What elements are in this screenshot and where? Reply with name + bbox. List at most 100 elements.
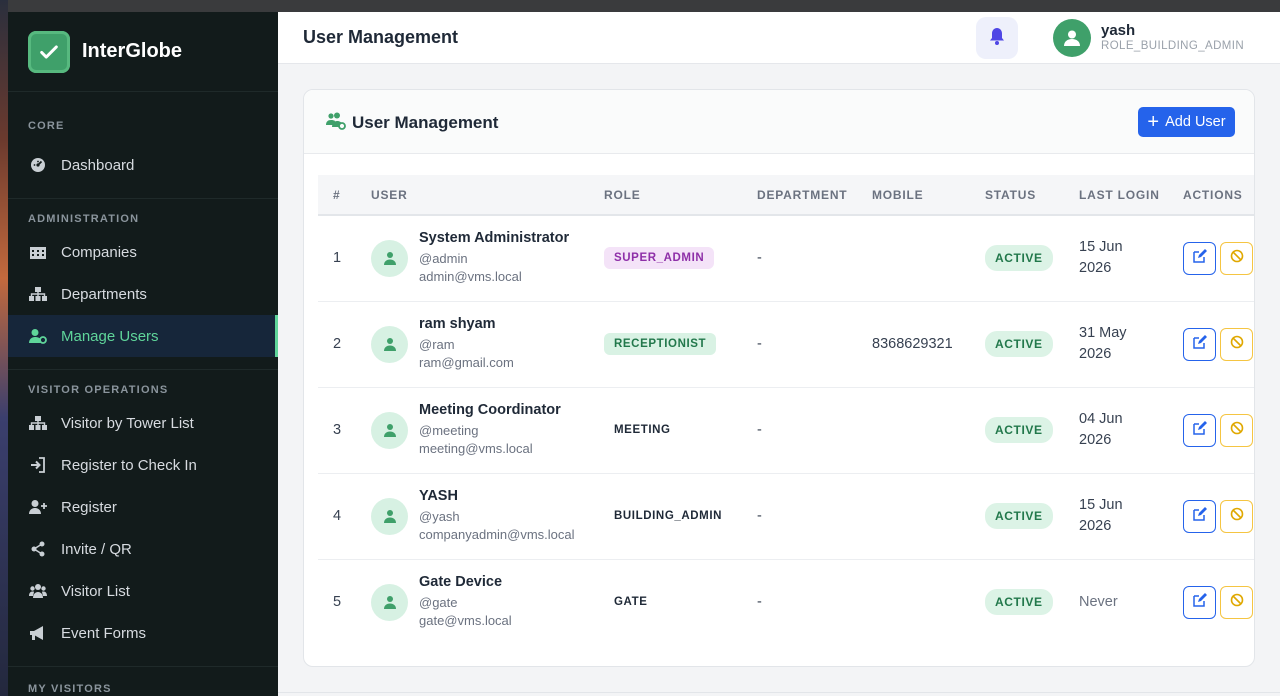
user-cell: YASH @yash companyadmin@vms.local	[371, 473, 604, 559]
edit-button[interactable]	[1183, 585, 1216, 619]
last-login-cell: 15 Jun 2026	[1079, 215, 1183, 301]
megaphone-icon	[28, 623, 48, 643]
user-management-card: User Management + Add User # USER ROLE D…	[303, 89, 1255, 667]
dashboard-icon	[28, 155, 48, 175]
divider	[8, 198, 278, 199]
user-email: ram@gmail.com	[419, 355, 514, 370]
disable-button[interactable]	[1220, 241, 1253, 275]
user-full-name: Gate Device	[419, 574, 503, 591]
users-icon	[28, 581, 48, 601]
brand[interactable]: InterGlobe	[8, 12, 278, 92]
plus-icon: +	[1147, 111, 1160, 133]
column-header-last-login: LAST LOGIN	[1079, 187, 1160, 202]
desktop-wallpaper	[0, 0, 8, 696]
table-header-row: # USER ROLE DEPARTMENT MOBILE STATUS LAS…	[318, 175, 1254, 215]
users-gear-icon	[326, 112, 346, 135]
section-title-my-visitors: MY VISITORS	[28, 683, 112, 695]
sidebar-item-label: Register	[61, 498, 117, 516]
sidebar-item-companies[interactable]: Companies	[8, 231, 278, 273]
actions-cell	[1183, 559, 1254, 645]
row-number: 5	[333, 594, 342, 611]
sidebar-item-dashboard[interactable]: Dashboard	[8, 144, 278, 186]
user-full-name: System Administrator	[419, 230, 570, 247]
status-cell: ACTIVE	[985, 559, 1079, 645]
status-cell: ACTIVE	[985, 387, 1079, 473]
mobile-cell: 8368629321	[872, 336, 953, 352]
notifications-button[interactable]	[976, 17, 1018, 59]
user-username: @ram	[419, 337, 455, 352]
divider	[8, 666, 278, 667]
disable-button[interactable]	[1220, 413, 1253, 447]
user-avatar-icon	[371, 325, 408, 363]
last-login-cell: 15 Jun 2026	[1079, 473, 1183, 559]
status-badge: ACTIVE	[985, 589, 1053, 616]
row-number: 4	[333, 508, 342, 524]
user-avatar[interactable]	[1053, 19, 1091, 57]
disable-button[interactable]	[1220, 499, 1253, 533]
disable-button[interactable]	[1220, 585, 1253, 619]
sidebar-item-visitor-by-tower-list[interactable]: Visitor by Tower List	[8, 402, 278, 444]
ban-icon	[1230, 335, 1244, 353]
user-email: companyadmin@vms.local	[419, 527, 575, 542]
sidebar-item-register[interactable]: Register	[8, 486, 278, 528]
sidebar-item-label: Register to Check In	[61, 456, 197, 474]
user-email: admin@vms.local	[419, 269, 522, 285]
edit-button[interactable]	[1183, 327, 1216, 361]
actions-cell	[1183, 387, 1254, 473]
add-user-button[interactable]: + Add User	[1138, 107, 1235, 137]
sidebar-item-label: Visitor by Tower List	[61, 414, 194, 432]
last-login-year: 2026	[1079, 432, 1112, 448]
section-title-core: CORE	[28, 120, 65, 132]
last-login-date: Never	[1079, 593, 1118, 610]
edit-button[interactable]	[1183, 499, 1216, 533]
last-login-year: 2026	[1079, 346, 1112, 362]
sidebar-item-label: Invite / QR	[61, 540, 132, 558]
column-header-role: ROLE	[604, 187, 641, 202]
role-cell: RECEPTIONIST	[604, 301, 757, 387]
ban-icon	[1230, 507, 1244, 525]
user-full-name: ram shyam	[419, 316, 496, 332]
actions-cell	[1183, 473, 1254, 559]
org-chart-icon	[28, 413, 48, 433]
column-header-actions: ACTIONS	[1183, 187, 1243, 202]
add-user-label: Add User	[1165, 114, 1226, 130]
user-avatar-icon	[371, 411, 408, 449]
user-email: meeting@vms.local	[419, 441, 533, 456]
sidebar-item-label: Visitor List	[61, 582, 130, 600]
user-cell: Gate Device @gate gate@vms.local	[371, 559, 604, 645]
table-row: 3 Meeting Coordinator @meeting meeting@v…	[318, 387, 1254, 473]
edit-button[interactable]	[1183, 241, 1216, 275]
sidebar-item-manage-users[interactable]: Manage Users	[8, 315, 278, 357]
table-row: 2 ram shyam @ram ram@gmail.com RECEPTION…	[318, 301, 1254, 387]
last-login-year: 2026	[1079, 260, 1112, 277]
table-row: 1 System Administrator @admin admin@vms.…	[318, 215, 1254, 301]
sidebar-item-visitor-list[interactable]: Visitor List	[8, 570, 278, 612]
edit-icon	[1192, 593, 1207, 611]
sidebar-item-event-forms[interactable]: Event Forms	[8, 612, 278, 654]
sidebar-item-departments[interactable]: Departments	[8, 273, 278, 315]
status-badge: ACTIVE	[985, 331, 1053, 357]
department-cell: -	[757, 336, 762, 352]
user-name[interactable]: yash	[1101, 22, 1136, 39]
user-username: @admin	[419, 251, 468, 267]
edit-icon	[1192, 507, 1207, 525]
last-login-cell: Never	[1079, 559, 1183, 645]
sidebar-item-register-to-check-in[interactable]: Register to Check In	[8, 444, 278, 486]
section-title-administration: ADMINISTRATION	[28, 213, 140, 225]
row-number: 3	[333, 422, 342, 438]
edit-button[interactable]	[1183, 413, 1216, 447]
edit-icon	[1192, 249, 1207, 267]
column-header-number: #	[333, 187, 341, 202]
status-cell: ACTIVE	[985, 215, 1079, 301]
sidebar-item-label: Dashboard	[61, 156, 135, 174]
ban-icon	[1230, 421, 1244, 439]
sign-in-icon	[28, 455, 48, 475]
page-title: User Management	[303, 27, 459, 47]
column-header-department: DEPARTMENT	[757, 187, 848, 202]
card-title: User Management	[352, 113, 499, 132]
sidebar-item-label: Event Forms	[61, 624, 147, 642]
user-username: @meeting	[419, 423, 479, 438]
disable-button[interactable]	[1220, 327, 1253, 361]
sidebar-item-invite-qr[interactable]: Invite / QR	[8, 528, 278, 570]
mobile-cell	[872, 473, 985, 559]
